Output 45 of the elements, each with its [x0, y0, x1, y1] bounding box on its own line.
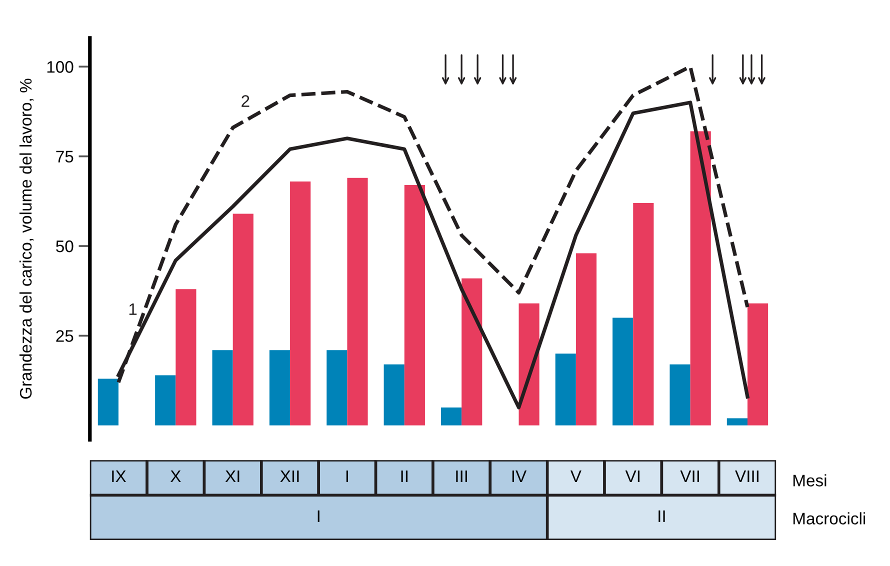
bar [326, 350, 348, 426]
text: II [658, 510, 665, 522]
x-tick-label: VI [625, 470, 640, 482]
y-tick-label: 75 [56, 150, 74, 163]
bar [176, 289, 196, 426]
bar [155, 375, 176, 426]
series-label: 2 [242, 95, 250, 107]
bar [212, 350, 233, 426]
text: Mesi [793, 474, 826, 486]
y-tick-label: 50 [56, 240, 74, 252]
y-axis-title: Grandezza del carico, volume del lavoro, % [19, 78, 34, 399]
bar [747, 303, 768, 426]
bar [576, 253, 597, 426]
x-tick-label: I [346, 470, 348, 482]
bar [462, 278, 482, 426]
text: I [318, 510, 320, 522]
y-tick-label: 100 [47, 61, 74, 73]
bar [555, 354, 576, 426]
y-tick-label: 25 [56, 330, 74, 342]
bar [98, 378, 118, 426]
bar [670, 364, 690, 426]
series-label: 1 [129, 303, 137, 315]
x-tick-label: II [401, 470, 408, 482]
x-tick-label: VIII [735, 470, 758, 482]
x-tick-label: IX [112, 470, 126, 482]
text: Macrocicli [793, 512, 866, 524]
bar [440, 407, 462, 426]
bar [612, 318, 634, 426]
bar [726, 418, 748, 426]
bar [347, 178, 368, 426]
x-tick-label: XI [225, 470, 240, 482]
bar [290, 181, 311, 426]
x-tick-label: III [456, 470, 467, 482]
bar [269, 350, 290, 426]
bar [633, 202, 654, 426]
x-tick-label: X [170, 470, 181, 482]
bar [404, 185, 425, 426]
x-tick-label: VII [680, 470, 699, 482]
bar [518, 303, 540, 426]
x-tick-label: IV [512, 470, 527, 482]
x-tick-label: XII [280, 470, 299, 482]
bar [232, 214, 254, 426]
bar [690, 131, 711, 426]
x-tick-label: V [570, 470, 582, 482]
bar [384, 364, 404, 426]
